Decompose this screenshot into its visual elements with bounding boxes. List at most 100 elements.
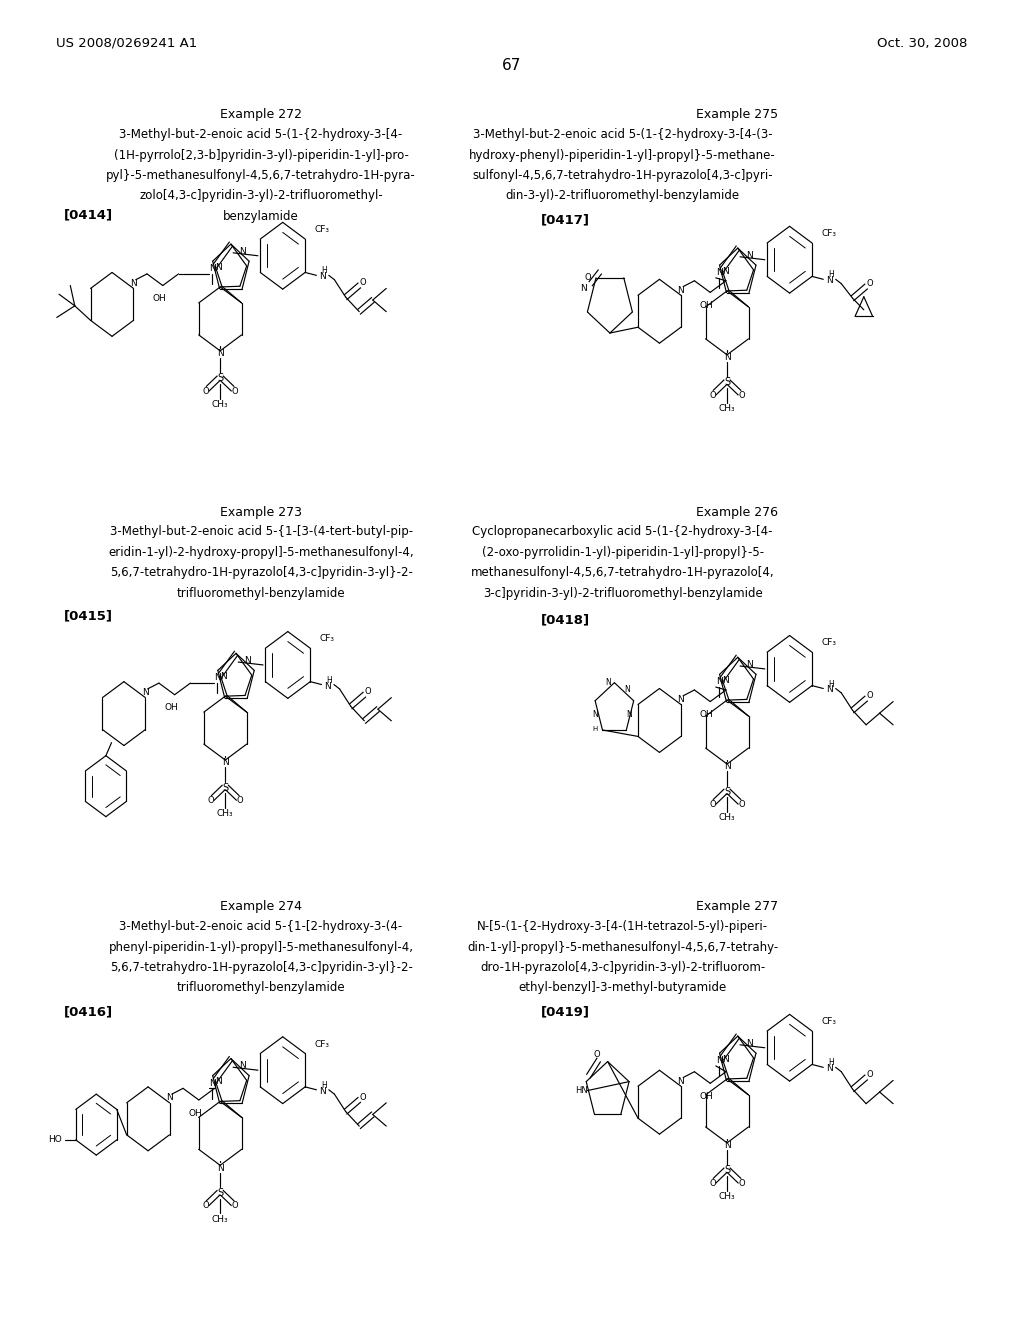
Text: O: O: [584, 273, 591, 282]
Text: CF₃: CF₃: [821, 230, 837, 238]
Text: 3-Methyl-but-2-enoic acid 5-(1-{2-hydroxy-3-[4-: 3-Methyl-but-2-enoic acid 5-(1-{2-hydrox…: [120, 128, 402, 141]
Text: Example 275: Example 275: [696, 108, 778, 121]
Text: [0415]: [0415]: [63, 610, 113, 623]
Text: sulfonyl-4,5,6,7-tetrahydro-1H-pyrazolo[4,3-c]pyri-: sulfonyl-4,5,6,7-tetrahydro-1H-pyrazolo[…: [472, 169, 773, 182]
Text: [0418]: [0418]: [541, 614, 590, 627]
Text: OH: OH: [153, 294, 166, 304]
Text: H: H: [322, 267, 327, 276]
Text: O: O: [738, 800, 745, 809]
Text: N: N: [217, 350, 223, 358]
Text: CH₃: CH₃: [719, 1192, 735, 1201]
Text: N: N: [722, 267, 729, 276]
Text: [0419]: [0419]: [541, 1006, 590, 1019]
Text: N: N: [745, 251, 753, 260]
Text: N: N: [826, 685, 833, 694]
Text: N: N: [592, 710, 598, 719]
Text: 5,6,7-tetrahydro-1H-pyrazolo[4,3-c]pyridin-3-yl}-2-: 5,6,7-tetrahydro-1H-pyrazolo[4,3-c]pyrid…: [110, 566, 413, 579]
Text: CF₃: CF₃: [319, 635, 335, 643]
Text: Example 273: Example 273: [220, 506, 302, 519]
Text: CH₃: CH₃: [212, 400, 228, 409]
Text: O: O: [202, 1201, 209, 1210]
Text: N: N: [745, 660, 753, 669]
Text: O: O: [231, 387, 239, 396]
Text: N: N: [716, 1056, 723, 1065]
Text: H: H: [322, 1081, 327, 1090]
Text: methanesulfonyl-4,5,6,7-tetrahydro-1H-pyrazolo[4,: methanesulfonyl-4,5,6,7-tetrahydro-1H-py…: [471, 566, 774, 579]
Text: O: O: [593, 1049, 600, 1059]
Text: S: S: [217, 1188, 223, 1197]
Text: Example 274: Example 274: [220, 900, 302, 913]
Text: eridin-1-yl)-2-hydroxy-propyl]-5-methanesulfonyl-4,: eridin-1-yl)-2-hydroxy-propyl]-5-methane…: [109, 546, 414, 558]
Text: 5,6,7-tetrahydro-1H-pyrazolo[4,3-c]pyridin-3-yl}-2-: 5,6,7-tetrahydro-1H-pyrazolo[4,3-c]pyrid…: [110, 961, 413, 974]
Text: O: O: [866, 692, 872, 701]
Text: N: N: [166, 1093, 173, 1102]
Text: CH₃: CH₃: [212, 1214, 228, 1224]
Text: N: N: [678, 694, 684, 704]
Text: N: N: [724, 354, 730, 362]
Text: N: N: [624, 685, 630, 694]
Text: N: N: [745, 1039, 753, 1048]
Text: N: N: [722, 1055, 729, 1064]
Text: trifluoromethyl-benzylamide: trifluoromethyl-benzylamide: [177, 586, 345, 599]
Text: H: H: [828, 680, 834, 689]
Text: [0416]: [0416]: [63, 1006, 113, 1019]
Text: N: N: [142, 688, 148, 697]
Text: N: N: [217, 1164, 223, 1172]
Text: O: O: [207, 796, 214, 805]
Text: din-3-yl)-2-trifluoromethyl-benzylamide: din-3-yl)-2-trifluoromethyl-benzylamide: [506, 189, 739, 202]
Text: H: H: [327, 676, 332, 685]
Text: OH: OH: [700, 301, 714, 310]
Text: N: N: [214, 673, 221, 682]
Text: din-1-yl]-propyl}-5-methanesulfonyl-4,5,6,7-tetrahy-: din-1-yl]-propyl}-5-methanesulfonyl-4,5,…: [467, 940, 778, 953]
Text: OH: OH: [188, 1109, 203, 1118]
Text: ethyl-benzyl]-3-methyl-butyramide: ethyl-benzyl]-3-methyl-butyramide: [518, 982, 727, 994]
Text: N: N: [239, 247, 246, 256]
Text: O: O: [231, 1201, 239, 1210]
Text: phenyl-piperidin-1-yl)-propyl]-5-methanesulfonyl-4,: phenyl-piperidin-1-yl)-propyl]-5-methane…: [109, 940, 414, 953]
Text: benzylamide: benzylamide: [223, 210, 299, 223]
Text: O: O: [738, 1179, 745, 1188]
Text: O: O: [359, 279, 366, 288]
Text: H: H: [828, 271, 834, 280]
Text: HN: HN: [575, 1086, 588, 1096]
Text: trifluoromethyl-benzylamide: trifluoromethyl-benzylamide: [177, 982, 345, 994]
Text: N: N: [605, 678, 610, 688]
Text: O: O: [365, 688, 371, 697]
Text: N: N: [678, 1077, 684, 1085]
Text: N: N: [626, 710, 632, 719]
Text: H: H: [828, 1059, 834, 1068]
Text: N: N: [716, 677, 723, 686]
Text: N: N: [209, 264, 216, 273]
Text: O: O: [738, 391, 745, 400]
Text: CH₃: CH₃: [217, 809, 233, 818]
Text: [0414]: [0414]: [63, 209, 113, 222]
Text: OH: OH: [700, 710, 714, 719]
Text: Example 277: Example 277: [696, 900, 778, 913]
Text: S: S: [724, 378, 730, 387]
Text: O: O: [866, 1071, 872, 1080]
Text: N-[5-(1-{2-Hydroxy-3-[4-(1H-tetrazol-5-yl)-piperi-: N-[5-(1-{2-Hydroxy-3-[4-(1H-tetrazol-5-y…: [477, 920, 768, 933]
Text: CF₃: CF₃: [314, 226, 330, 234]
Text: Oct. 30, 2008: Oct. 30, 2008: [878, 37, 968, 50]
Text: 3-Methyl-but-2-enoic acid 5-(1-{2-hydroxy-3-[4-(3-: 3-Methyl-but-2-enoic acid 5-(1-{2-hydrox…: [473, 128, 772, 141]
Text: US 2008/0269241 A1: US 2008/0269241 A1: [56, 37, 198, 50]
Text: N: N: [239, 1061, 246, 1071]
Text: N: N: [220, 672, 227, 681]
Text: Example 272: Example 272: [220, 108, 302, 121]
Text: S: S: [217, 374, 223, 383]
Text: (2-oxo-pyrrolidin-1-yl)-piperidin-1-yl]-propyl}-5-: (2-oxo-pyrrolidin-1-yl)-piperidin-1-yl]-…: [481, 546, 764, 558]
Text: OH: OH: [165, 704, 178, 713]
Text: O: O: [237, 796, 244, 805]
Text: N: N: [724, 1142, 730, 1150]
Text: OH: OH: [700, 1092, 714, 1101]
Text: O: O: [866, 279, 872, 288]
Text: Example 276: Example 276: [696, 506, 778, 519]
Text: CF₃: CF₃: [821, 1018, 837, 1026]
Text: N: N: [826, 276, 833, 285]
Text: N: N: [215, 263, 222, 272]
Text: CF₃: CF₃: [314, 1040, 330, 1048]
Text: 3-Methyl-but-2-enoic acid 5-{1-[3-(4-tert-butyl-pip-: 3-Methyl-but-2-enoic acid 5-{1-[3-(4-ter…: [110, 525, 413, 539]
Text: 3-c]pyridin-3-yl)-2-trifluoromethyl-benzylamide: 3-c]pyridin-3-yl)-2-trifluoromethyl-benz…: [482, 586, 763, 599]
Text: N: N: [826, 1064, 833, 1073]
Text: N: N: [678, 285, 684, 294]
